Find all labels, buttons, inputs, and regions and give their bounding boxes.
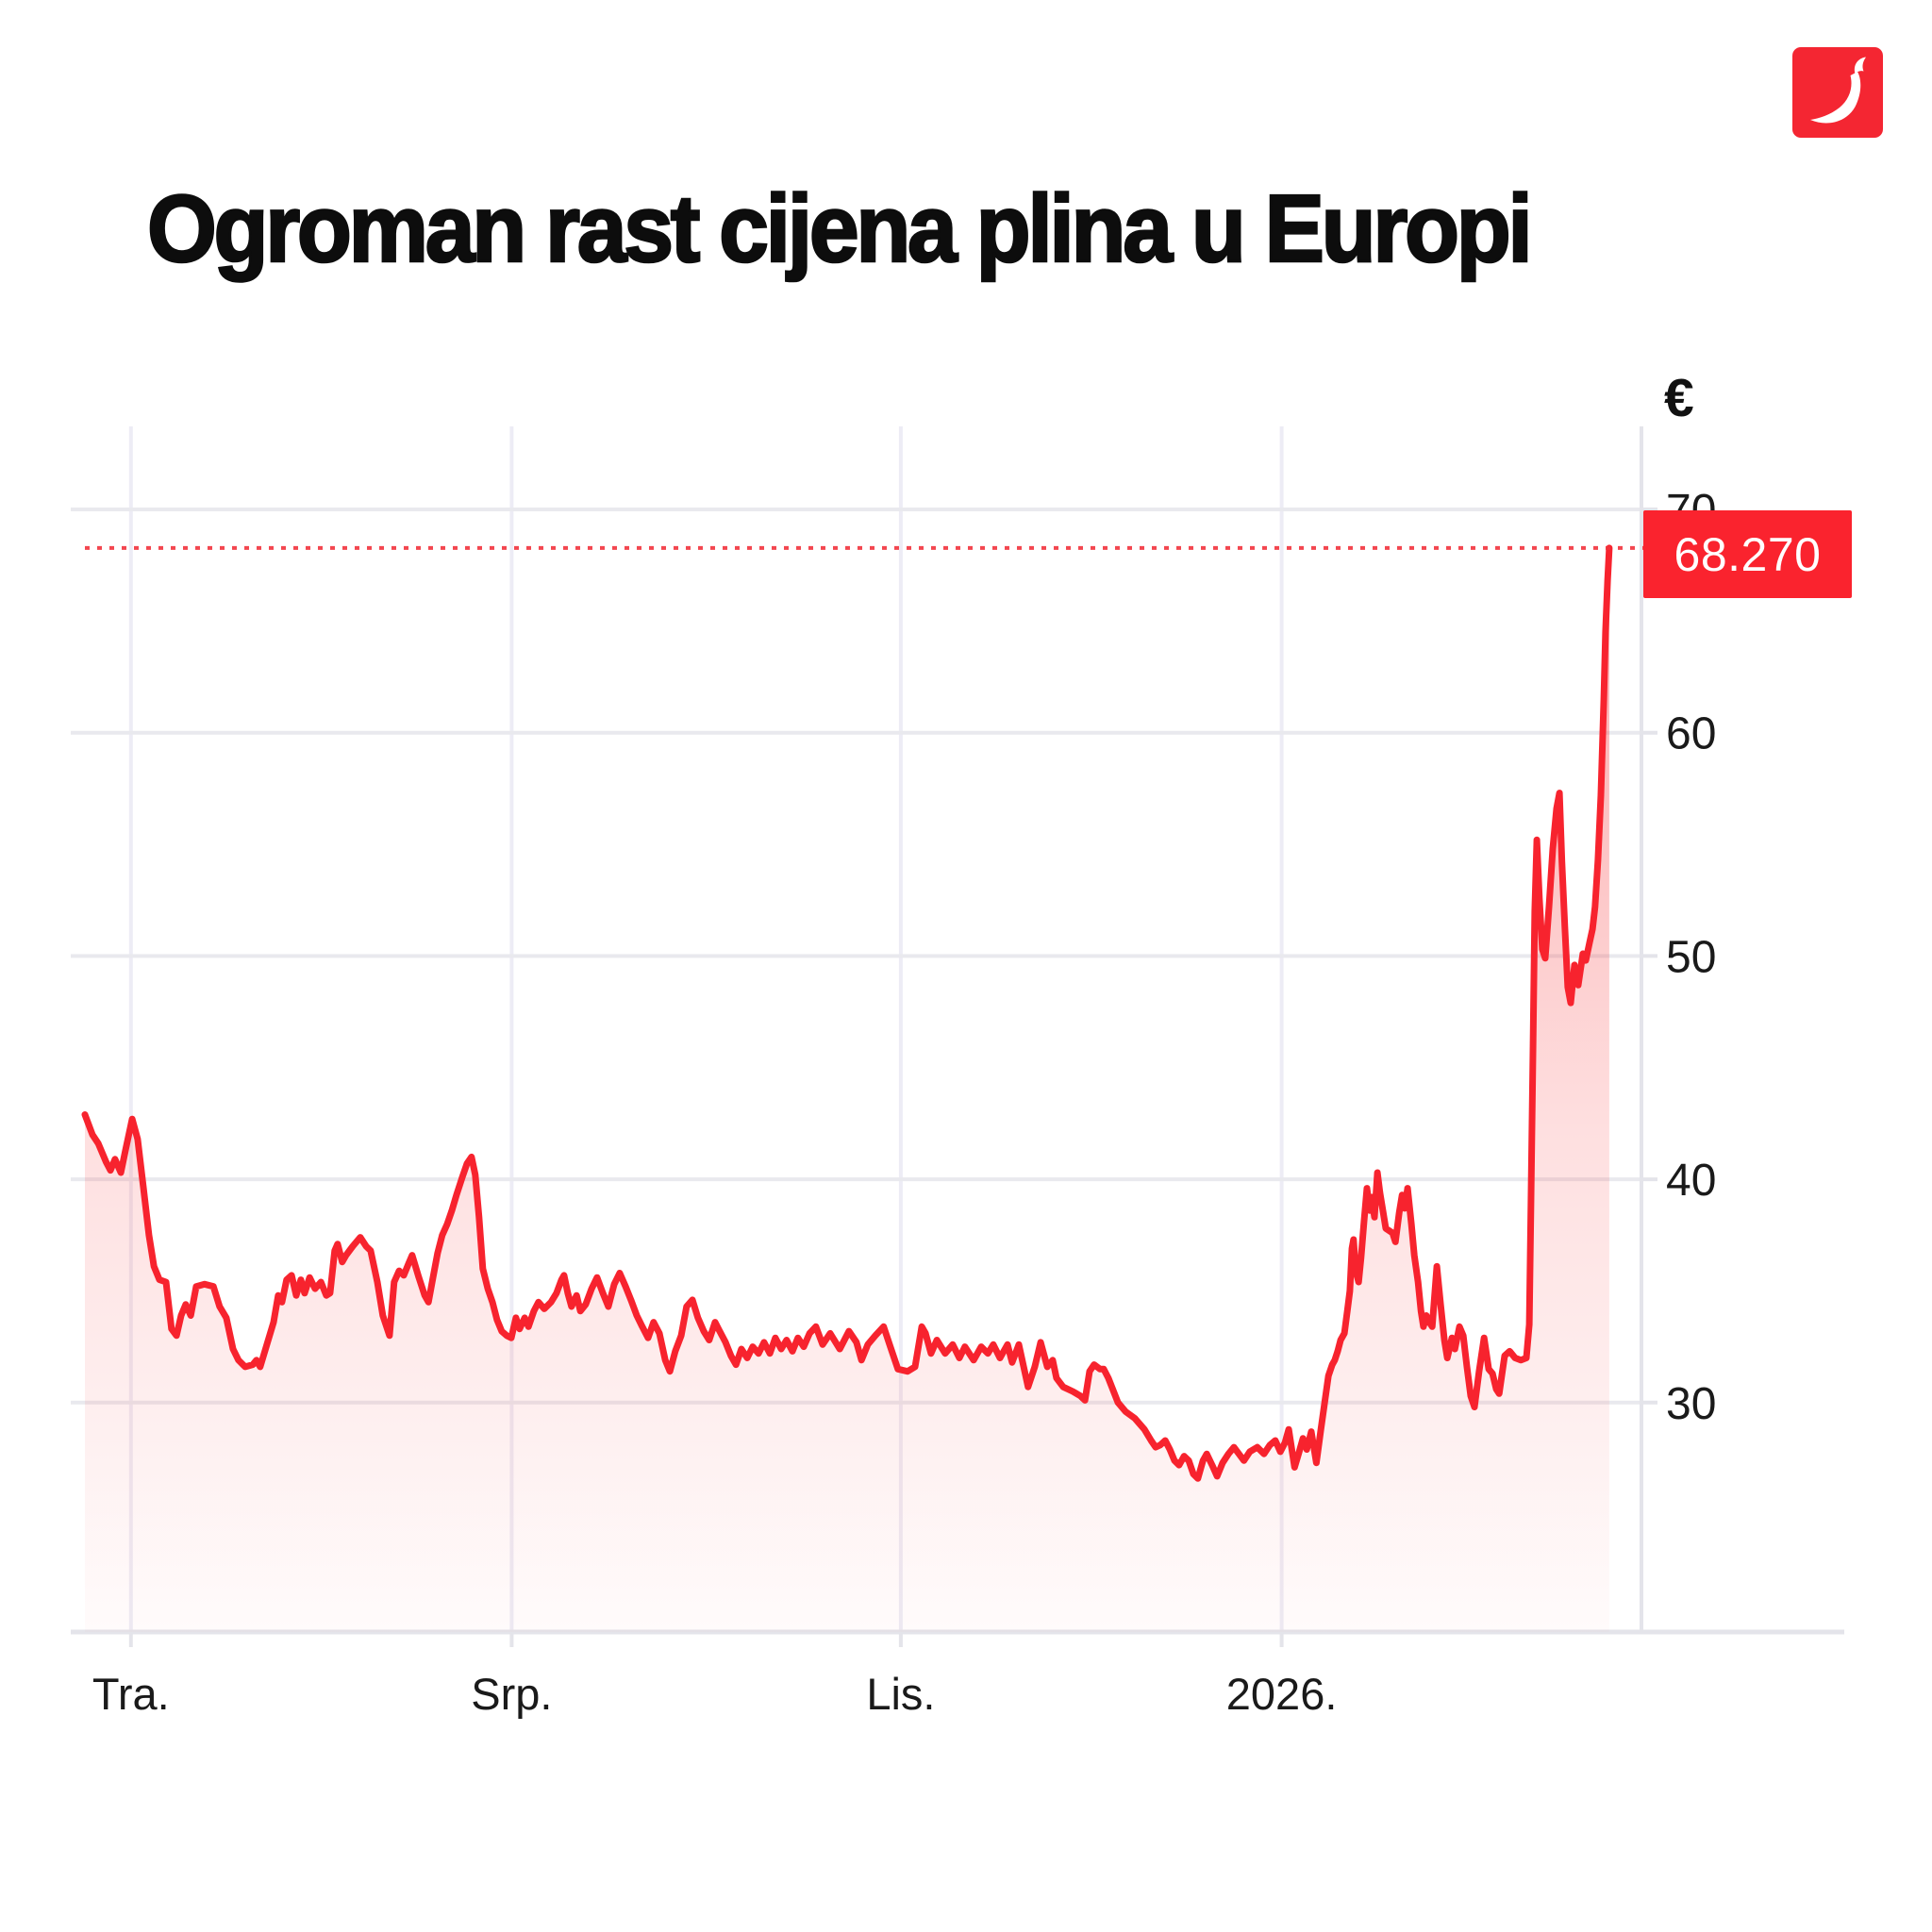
y-tick-label: 50	[1666, 932, 1716, 982]
chili-pepper-icon	[1810, 57, 1866, 124]
y-tick-label: 30	[1666, 1379, 1716, 1429]
currency-label: €	[1664, 368, 1694, 428]
page-title: Ogroman rast cijena plina u Europi	[146, 175, 1534, 284]
current-value-badge: 68.270	[1643, 510, 1852, 598]
y-tick-label: 40	[1666, 1156, 1716, 1206]
x-tick-label: Srp.	[471, 1669, 552, 1719]
price-line	[81, 544, 1613, 1482]
y-tick-label: 60	[1666, 709, 1716, 759]
x-tick-label: Lis.	[866, 1669, 935, 1719]
price-area	[85, 547, 1609, 1632]
brand-logo	[1792, 47, 1883, 138]
x-tick-label: 2026.	[1226, 1669, 1338, 1719]
x-tick-label: Tra.	[92, 1669, 170, 1719]
